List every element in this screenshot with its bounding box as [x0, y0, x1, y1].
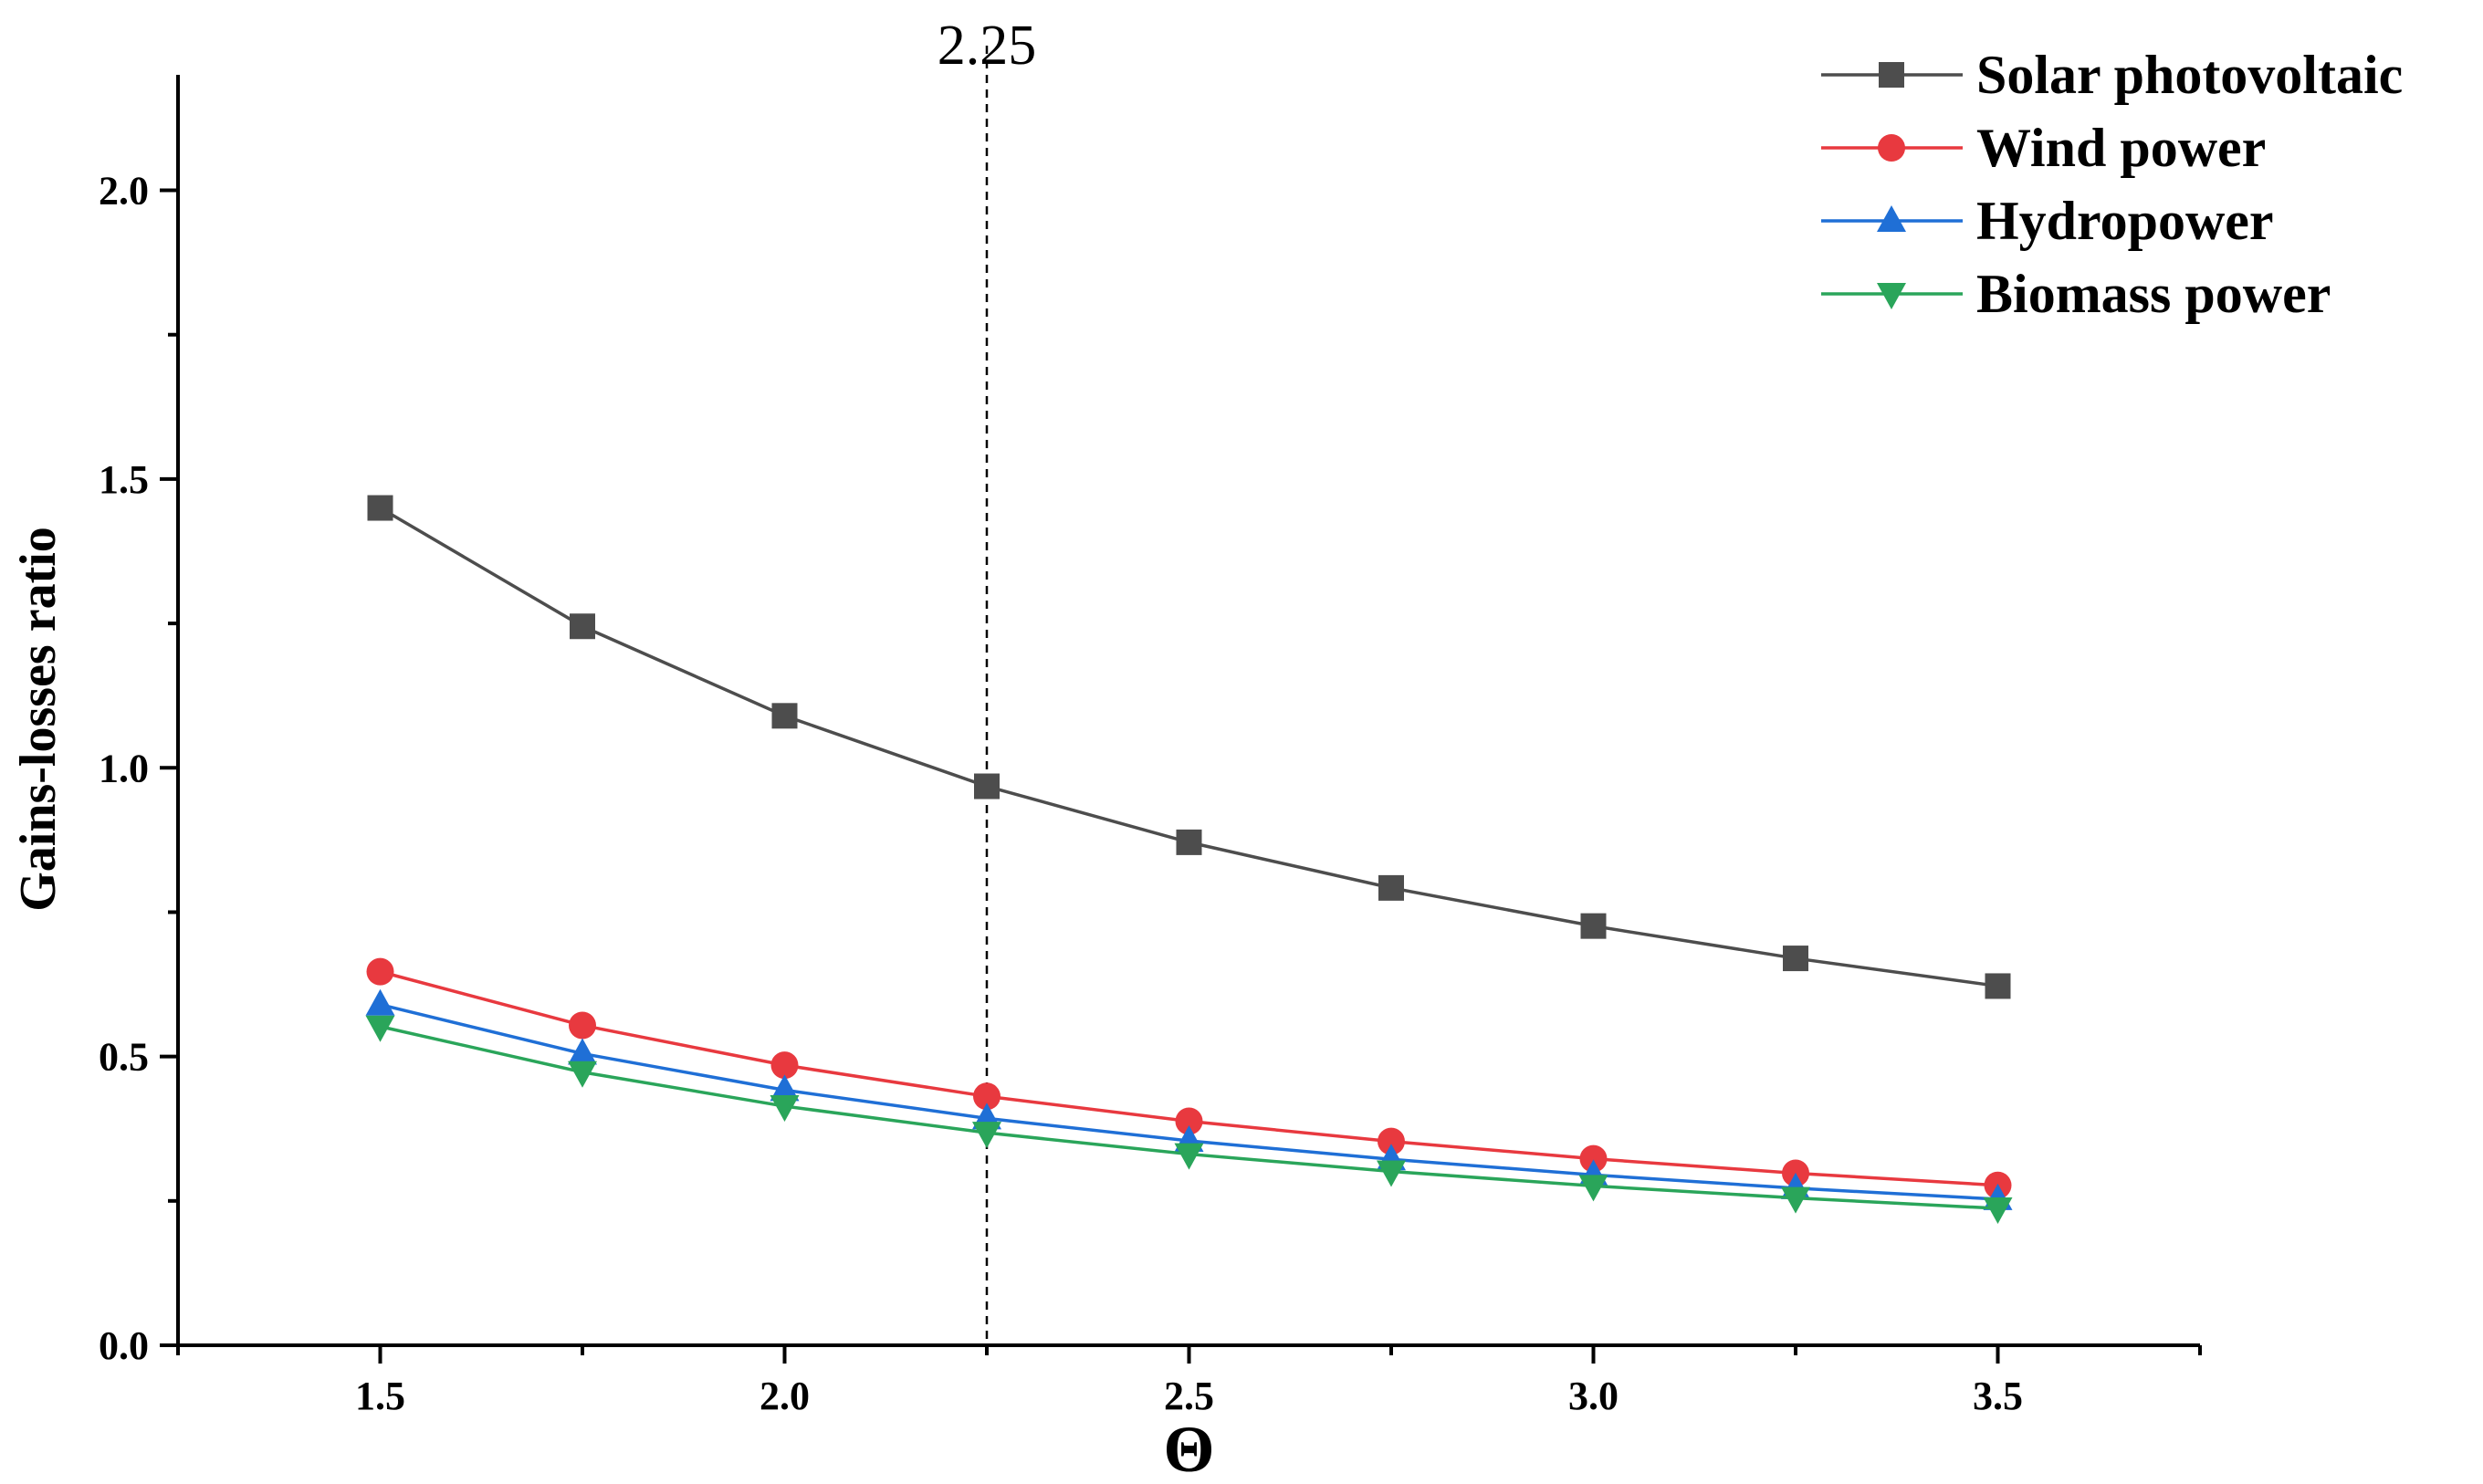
data-point-biomass-power — [1781, 1186, 1810, 1214]
data-point-wind-power — [1378, 1127, 1405, 1155]
annotations: 2.25 — [938, 15, 1037, 1345]
legend-label: Wind power — [1976, 118, 2266, 178]
data-point-biomass-power — [1578, 1175, 1608, 1202]
x-tick-label: 1.5 — [355, 1374, 405, 1418]
series-line-solar-photovoltaic — [379, 507, 1998, 988]
series-wind-power — [366, 957, 2012, 1199]
legend-item-biomass-power: Biomass power — [1821, 264, 2331, 324]
data-point-biomass-power — [365, 1015, 395, 1042]
y-tick-label: 0.5 — [99, 1035, 149, 1080]
x-tick-label: 2.0 — [760, 1374, 810, 1418]
legend-label: Hydropower — [1976, 191, 2274, 251]
reference-line-label: 2.25 — [938, 15, 1037, 77]
data-point-solar-photovoltaic — [1580, 913, 1607, 939]
x-tick-label: 2.5 — [1164, 1374, 1214, 1418]
data-point-solar-photovoltaic — [1783, 946, 1808, 972]
series — [365, 495, 2013, 1225]
series-hydropower — [365, 988, 2013, 1210]
legend: Solar photovoltaic Wind power Hydropower Bi… — [1821, 45, 2403, 324]
data-point-biomass-power — [1174, 1143, 1204, 1170]
data-point-hydropower — [365, 988, 395, 1016]
y-tick-label: 2.0 — [99, 169, 149, 214]
data-point-wind-power — [770, 1051, 799, 1080]
legend-marker — [1879, 62, 1904, 88]
data-point-solar-photovoltaic — [570, 613, 595, 640]
legend-label: Solar photovoltaic — [1976, 45, 2403, 105]
data-point-wind-power — [366, 957, 394, 986]
legend-marker — [1877, 205, 1906, 232]
data-point-solar-photovoltaic — [974, 773, 1000, 799]
data-point-solar-photovoltaic — [367, 495, 393, 521]
data-point-solar-photovoltaic — [771, 703, 798, 729]
legend-marker — [1877, 283, 1906, 309]
data-point-solar-photovoltaic — [1378, 874, 1404, 901]
y-axis-title: Gains-losses ratio — [10, 527, 67, 912]
legend-item-wind-power: Wind power — [1821, 118, 2266, 178]
y-tick-label: 1.0 — [99, 746, 149, 790]
legend-item-solar-photovoltaic: Solar photovoltaic — [1821, 45, 2403, 105]
x-tick-label: 3.5 — [1973, 1374, 2023, 1418]
x-axis-title: Θ — [1163, 1413, 1214, 1484]
data-point-biomass-power — [1377, 1160, 1406, 1187]
series-biomass-power — [365, 1015, 2013, 1225]
x-tick-label: 3.0 — [1568, 1374, 1619, 1418]
y-tick-label: 0.0 — [99, 1323, 149, 1368]
y-tick-label: 1.5 — [99, 457, 149, 502]
data-point-biomass-power — [1983, 1197, 2013, 1225]
data-point-wind-power — [973, 1082, 1001, 1111]
data-point-solar-photovoltaic — [1985, 973, 2011, 999]
legend-marker — [1878, 134, 1905, 162]
series-solar-photovoltaic — [367, 495, 2011, 999]
data-point-hydropower — [568, 1038, 597, 1065]
legend-item-hydropower: Hydropower — [1821, 191, 2274, 251]
data-point-solar-photovoltaic — [1176, 829, 1202, 855]
data-point-hydropower — [770, 1074, 800, 1102]
data-point-biomass-power — [770, 1095, 800, 1123]
data-point-biomass-power — [568, 1061, 597, 1088]
legend-label: Biomass power — [1976, 264, 2331, 324]
data-point-wind-power — [1579, 1144, 1608, 1173]
ticks: 1.5 2.0 2.5 3.0 3.5 0.0 0.5 1.0 1.5 2.0 — [99, 169, 2202, 1418]
data-point-wind-power — [569, 1011, 596, 1040]
data-point-wind-power — [1175, 1107, 1203, 1135]
data-point-biomass-power — [972, 1122, 1001, 1149]
